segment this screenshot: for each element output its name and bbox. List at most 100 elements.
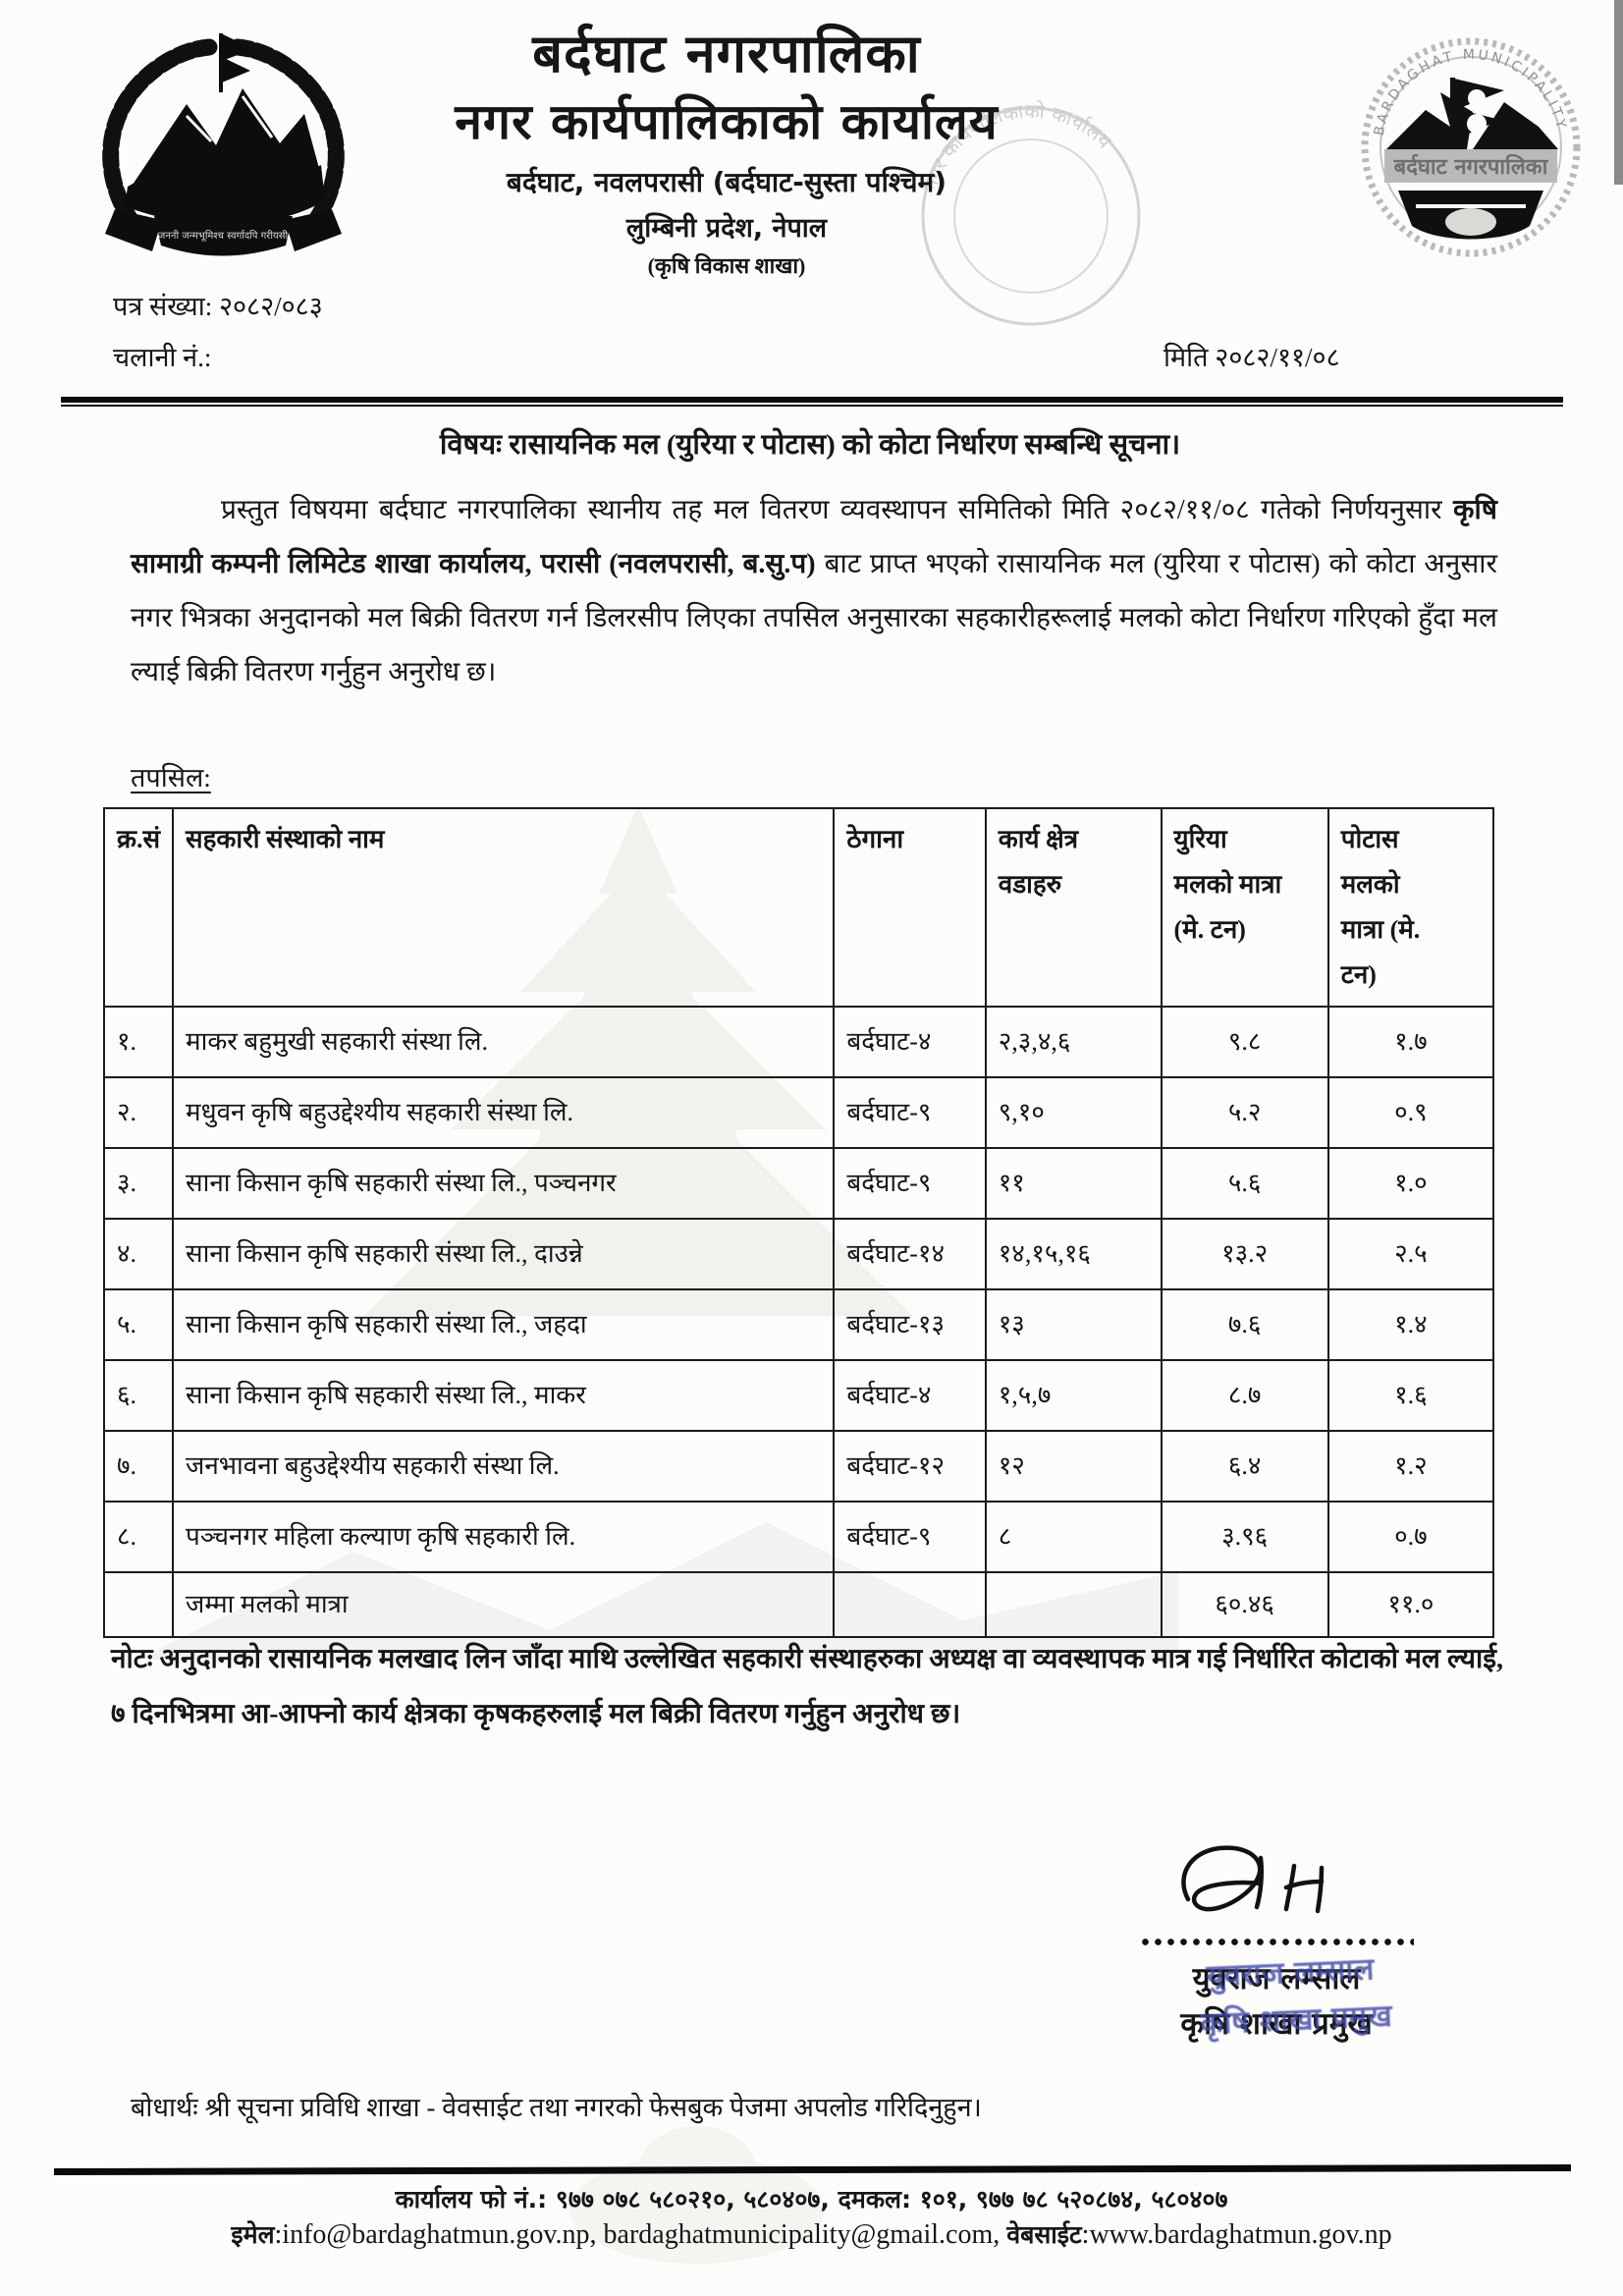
letterhead: बर्दघाट नगरपालिका नगर कार्यपालिकाको कार्… bbox=[295, 24, 1159, 280]
municipality-name: बर्दघाट नगरपालिका bbox=[532, 23, 921, 84]
table-cell: ५. bbox=[102, 1288, 175, 1361]
table-cell: जम्मा मलको मात्रा bbox=[172, 1571, 836, 1638]
signatory-name: युवराज लम्साल युवराज लम्साल bbox=[1041, 1951, 1512, 2001]
table-cell: ५.२ bbox=[1160, 1076, 1329, 1149]
letter-number-label: पत्र संख्या: bbox=[113, 292, 213, 321]
table-cell: माकर बहुमुखी सहकारी संस्था लि. bbox=[172, 1006, 836, 1078]
website-label: वेबसाईट bbox=[1006, 2220, 1082, 2249]
body-text-end: बाट प्राप्त भएको रासायनिक मल (युरिया र प… bbox=[131, 549, 1497, 687]
table-cell: बर्दघाट-४ bbox=[833, 1359, 987, 1432]
header-divider bbox=[61, 397, 1563, 407]
table-cell: साना किसान कृषि सहकारी संस्था लि., माकर bbox=[172, 1359, 836, 1432]
body-paragraph: प्रस्तुत विषयमा बर्दघाट नगरपालिका स्थानी… bbox=[131, 483, 1497, 699]
address-line: बर्दघाट, नवलपरासी (बर्दघाट-सुस्ता पश्चिम… bbox=[506, 166, 947, 198]
table-cell: बर्दघाट-१३ bbox=[833, 1288, 987, 1361]
table-total-row: जम्मा मलको मात्रा ६०.४६ ११.० bbox=[102, 1571, 1495, 1638]
table-row: ८. पञ्चनगर महिला कल्याण कृषि सहकारी लि. बर… bbox=[102, 1501, 1495, 1573]
office-name: नगर कार्यपालिकाको कार्यालय bbox=[455, 93, 999, 150]
faint-office-stamp: नगर कार्यपालिकाको कार्यालय bbox=[918, 99, 1141, 326]
dispatch-number-label: चलानी नं.: bbox=[113, 343, 212, 372]
table-cell: १२ bbox=[984, 1430, 1163, 1503]
table-cell: १३.२ bbox=[1160, 1218, 1329, 1290]
table-cell: साना किसान कृषि सहकारी संस्था लि., पञ्चन… bbox=[172, 1147, 836, 1220]
table-cell: ६०.४६ bbox=[1160, 1571, 1329, 1638]
scan-edge-artifact bbox=[1614, 0, 1623, 185]
table-cell: १. bbox=[102, 1006, 175, 1078]
table-header-row: क्र.सं सहकारी संस्थाको नाम ठेगाना कार्य क्ष… bbox=[102, 807, 1495, 1008]
table-cell: ६.४ bbox=[1160, 1430, 1329, 1503]
table-cell: बर्दघाट-९ bbox=[833, 1076, 987, 1149]
table-cell: १.६ bbox=[1326, 1359, 1495, 1432]
column-header: ठेगाना bbox=[833, 807, 987, 1008]
table-cell: ३.९६ bbox=[1160, 1501, 1329, 1573]
table-cell: ०.९ bbox=[1326, 1076, 1495, 1149]
letter-number: पत्र संख्या: २०८२/०८३ bbox=[113, 287, 323, 323]
table-cell: २. bbox=[102, 1076, 175, 1149]
cc-line: बोधार्थः श्री सूचना प्रविधि शाखा - वेवसा… bbox=[131, 2093, 982, 2122]
table-cell: ५.६ bbox=[1160, 1147, 1329, 1220]
note-paragraph: नोटः अनुदानको रासायनिक मलखाद लिन जाँदा म… bbox=[111, 1644, 1503, 1729]
body-text-bold: कृषि सामाग्री कम्पनी लिमिटेड शाखा कार्या… bbox=[131, 495, 1497, 579]
table-cell: ७. bbox=[102, 1430, 175, 1503]
province-line: लुम्बिनी प्रदेश, नेपाल bbox=[625, 213, 828, 244]
nepal-emblem: जननी जन्मभूमिश्च स्वर्गादपि गरीयसी bbox=[102, 33, 345, 256]
department-line: (कृषि विकास शाखा) bbox=[647, 253, 806, 278]
table-cell bbox=[833, 1571, 987, 1638]
table-row: ७. जनभावना बहुउद्देश्यीय सहकारी संस्था लि… bbox=[102, 1430, 1495, 1503]
column-header: युरिया मलको मात्रा (मे. टन) bbox=[1160, 807, 1329, 1008]
table-cell: ०.७ bbox=[1326, 1501, 1495, 1573]
website-url: :www.bardaghatmun.gov.np bbox=[1081, 2219, 1392, 2250]
signature-dotted-line bbox=[1139, 1938, 1414, 1946]
table-cell: बर्दघाट-९ bbox=[833, 1147, 987, 1220]
table-cell: ८.७ bbox=[1160, 1359, 1329, 1432]
column-header: कार्य क्षेत्र वडाहरु bbox=[984, 807, 1163, 1008]
table-cell: साना किसान कृषि सहकारी संस्था लि., दाउन्… bbox=[172, 1218, 836, 1290]
column-header: क्र.सं bbox=[102, 807, 175, 1008]
table-cell: १.२ bbox=[1326, 1430, 1495, 1503]
table-cell: १.७ bbox=[1326, 1006, 1495, 1078]
table-cell: ४. bbox=[102, 1218, 175, 1290]
letter-date: मिति २०८२/११/०८ bbox=[1163, 338, 1340, 374]
column-header: सहकारी संस्थाको नाम bbox=[172, 807, 836, 1008]
table-cell: ८. bbox=[102, 1501, 175, 1573]
handwritten-signature bbox=[1181, 1845, 1325, 1914]
footer-divider bbox=[53, 2163, 1572, 2176]
table-cell: २.५ bbox=[1326, 1218, 1495, 1290]
footer-contact-line: इमेल:info@bardaghatmun.gov.np, bardaghat… bbox=[0, 2217, 1623, 2251]
email-label: इमेल bbox=[231, 2220, 275, 2249]
table-cell: ३. bbox=[102, 1147, 175, 1220]
table-cell: ६. bbox=[102, 1359, 175, 1432]
table-row: ६. साना किसान कृषि सहकारी संस्था लि., माक… bbox=[102, 1359, 1495, 1432]
details-label: तपसिल: bbox=[131, 763, 211, 793]
subject-line: विषयः रासायनिक मल (युरिया र पोटास) को को… bbox=[439, 429, 1181, 461]
seal-center-text: बर्दघाट नगरपालिका bbox=[1393, 153, 1549, 180]
table-cell: पञ्चनगर महिला कल्याण कृषि सहकारी लि. bbox=[172, 1501, 836, 1573]
table-cell: ८ bbox=[984, 1501, 1163, 1573]
table-cell: ११ bbox=[984, 1147, 1163, 1220]
table-cell: ९.८ bbox=[1160, 1006, 1329, 1078]
table-cell: बर्दघाट-४ bbox=[833, 1006, 987, 1078]
table-cell: जनभावना बहुउद्देश्यीय सहकारी संस्था लि. bbox=[172, 1430, 836, 1503]
footer-phone-line: कार्यालय फो नं.: ९७७ ०७८ ५८०२१०, ५८०४०७,… bbox=[395, 2185, 1228, 2214]
emblem-motto: जननी जन्मभूमिश्च स्वर्गादपि गरीयसी bbox=[158, 230, 289, 242]
table-cell: ७.६ bbox=[1160, 1288, 1329, 1361]
table-cell: बर्दघाट-१२ bbox=[833, 1430, 987, 1503]
municipality-seal: BARDAGHAT MUNICIPALITY बर्दघाट नगरपालिका bbox=[1361, 37, 1581, 257]
table-cell: १.० bbox=[1326, 1147, 1495, 1220]
date-value: २०८२/११/०८ bbox=[1215, 343, 1340, 372]
table-row: ५. साना किसान कृषि सहकारी संस्था लि., जहद… bbox=[102, 1288, 1495, 1361]
letter-number-value: २०८२/०८३ bbox=[218, 292, 323, 321]
table-cell bbox=[984, 1571, 1163, 1638]
signature-block: युवराज लम्साल युवराज लम्साल कृषि शाखा प्… bbox=[1041, 1838, 1512, 2047]
body-text-start: प्रस्तुत विषयमा बर्दघाट नगरपालिका स्थानी… bbox=[221, 495, 1454, 525]
signatory-title: कृषि शाखा प्रमुख कृषि शाखा प्रमुख bbox=[1041, 1998, 1512, 2047]
table-cell: साना किसान कृषि सहकारी संस्था लि., जहदा bbox=[172, 1288, 836, 1361]
table-cell: बर्दघाट-९ bbox=[833, 1501, 987, 1573]
dispatch-number: चलानी नं.: bbox=[113, 338, 211, 374]
table-cell: ९,१० bbox=[984, 1076, 1163, 1149]
quota-table: क्र.सं सहकारी संस्थाको नाम ठेगाना कार्य क्ष… bbox=[102, 807, 1495, 1638]
date-label: मिति bbox=[1163, 343, 1209, 372]
table-cell: १४,१५,१६ bbox=[984, 1218, 1163, 1290]
table-cell: १,५,७ bbox=[984, 1359, 1163, 1432]
